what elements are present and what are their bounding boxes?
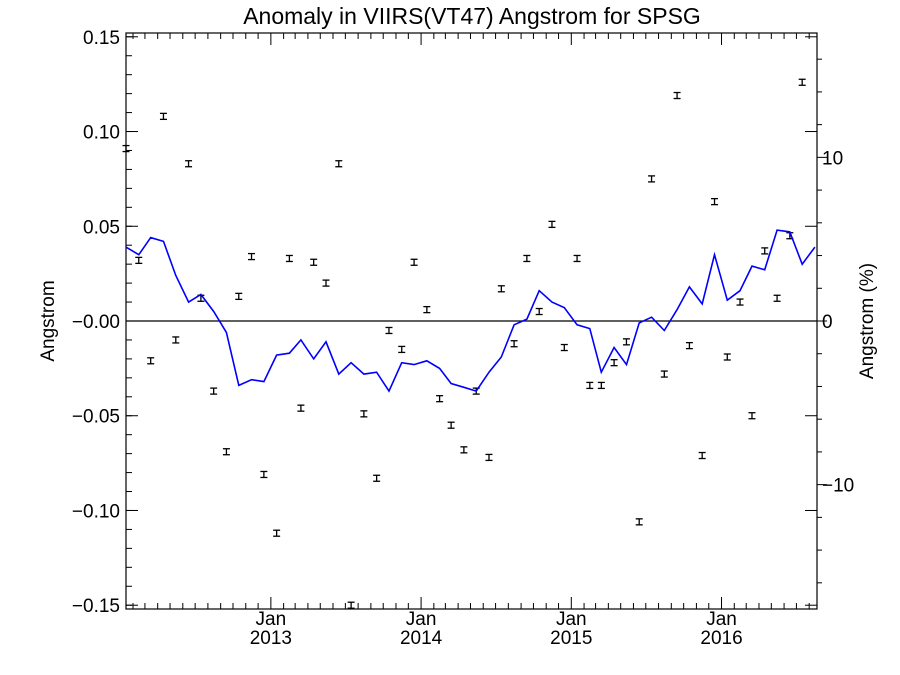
data-point [648, 175, 656, 183]
x-tick-month: Jan [706, 609, 737, 630]
data-point [711, 197, 719, 206]
x-tick-year: 2016 [700, 628, 742, 649]
data-point [685, 341, 693, 350]
x-tick-month: Jan [256, 609, 287, 630]
data-point [736, 298, 744, 306]
data-point [310, 258, 318, 266]
data-point [398, 345, 406, 354]
data-point [273, 529, 281, 537]
y-tick-label: −0.00 [72, 312, 120, 333]
x-tick-year: 2015 [550, 628, 592, 649]
data-point [322, 279, 330, 287]
data-point [260, 470, 268, 479]
y2-axis-label: Angstrom (%) [857, 263, 878, 379]
data-point [135, 256, 143, 265]
plot-area: −0.15 −0.10 −0.05 −0.00 0.05 0.10 0.15 −10 0 10 Ja… [72, 28, 854, 649]
mean-line [125, 229, 816, 393]
data-point [485, 453, 493, 462]
data-point [210, 387, 218, 395]
data-point [248, 252, 256, 261]
data-point [635, 518, 643, 526]
y2-tick-label: 10 [822, 148, 843, 169]
x-tick-month: Jan [406, 609, 437, 630]
data-point [673, 91, 681, 100]
data-point [335, 160, 343, 168]
data-point [597, 381, 605, 390]
data-point [573, 254, 581, 263]
chart-title: Anomaly in VIIRS(VT47) Angstrom for SPSG [243, 3, 701, 29]
data-point [773, 294, 781, 302]
data-point [660, 370, 668, 378]
data-point [761, 247, 769, 255]
y2-tick-label: −10 [822, 476, 854, 497]
data-point [222, 448, 230, 456]
data-point [423, 305, 431, 314]
data-point [723, 353, 731, 361]
y-tick-label: 0.05 [83, 217, 120, 238]
data-point [622, 338, 630, 346]
data-point [497, 285, 505, 293]
data-point [748, 412, 756, 420]
data-point [548, 220, 556, 229]
data-point [360, 410, 368, 418]
data-point [373, 474, 381, 482]
y-tick-label: 0.10 [83, 123, 120, 144]
y2-tick-label: 0 [822, 312, 833, 333]
y-axis-label: Angstrom [38, 280, 59, 361]
data-point [159, 112, 167, 121]
data-point [436, 395, 444, 403]
data-point [285, 254, 293, 263]
data-point [523, 254, 531, 263]
data-point [798, 78, 806, 86]
y-tick-label: −0.10 [72, 501, 120, 522]
data-point [185, 160, 193, 168]
x-tick-year: 2014 [400, 628, 443, 649]
x-tick-month: Jan [556, 609, 587, 630]
y-tick-label: −0.05 [72, 407, 120, 428]
data-point [172, 336, 180, 344]
data-point [297, 404, 305, 412]
data-point [347, 601, 355, 609]
data-point [610, 359, 618, 367]
y-tick-label: −0.15 [72, 596, 120, 617]
data-point [235, 292, 243, 301]
data-point [147, 357, 155, 365]
data-point [535, 307, 543, 316]
data-point [698, 451, 706, 460]
data-point [447, 421, 455, 429]
data-point [410, 258, 418, 266]
x-tick-year: 2013 [250, 628, 292, 649]
data-point [560, 343, 568, 352]
data-point [460, 446, 468, 454]
y-tick-label: 0.15 [83, 28, 120, 49]
data-point [122, 144, 130, 153]
data-point [586, 381, 594, 390]
data-point [510, 340, 518, 348]
data-point [385, 326, 393, 335]
